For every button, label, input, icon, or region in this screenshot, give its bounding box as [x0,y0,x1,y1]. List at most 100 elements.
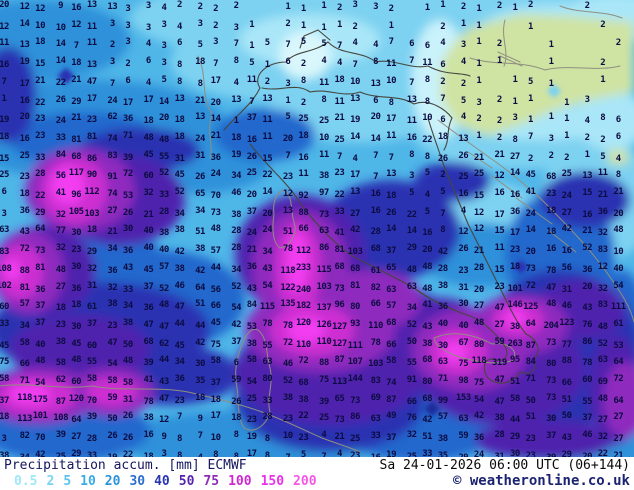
precip-value: 1 [321,1,327,11]
precip-value: 47 [174,302,185,313]
precip-value: 15 [494,264,505,275]
precip-value: 57 [19,299,30,310]
precip-value: 43 [159,377,169,387]
precip-value: 1 [564,130,570,141]
precip-value: 35 [195,376,205,386]
precip-value: 17 [210,411,221,422]
precip-value: 72 [282,337,293,348]
precip-value: 23 [71,245,82,256]
precip-value: 50 [122,339,133,350]
precip-value: 4 [233,77,239,88]
precip-value: 2 [352,21,358,32]
precip-value: 75 [473,378,484,388]
precip-value: 32 [86,263,97,274]
precip-value: 1 [564,114,570,125]
precip-value: 63 [262,357,273,368]
precip-value: 110 [295,339,311,350]
precip-value: 18 [143,116,154,127]
precip-value: 51 [561,394,572,405]
precip-value: 28 [262,412,273,423]
precip-value: 15 [0,153,9,164]
precip-value: 5 [249,58,255,69]
legend-scale: 0.5 2 5 10 20 30 40 50 75 100 150 200 [4,474,317,489]
precip-value: 68 [386,317,397,328]
precip-value: 17 [143,94,154,105]
precip-value: 87 [334,355,345,366]
precip-value: 5 [161,74,167,85]
precip-value: 27 [71,432,82,443]
precip-value: 21 [582,226,593,237]
precip-value: 127 [332,321,347,332]
precip-value: 36 [174,374,185,384]
precip-value: 2 [496,116,502,127]
legend-value: 20 [104,474,121,489]
precip-value: 19 [0,115,9,126]
precip-value: 61 [370,265,381,276]
precip-value: 27 [494,319,505,330]
precip-value: 10 [55,22,66,33]
precip-value: 11 [386,130,397,141]
precip-value: 29 [35,207,46,218]
precip-value: 14 [406,226,417,237]
precip-value: 17 [86,93,97,104]
precip-value: 20 [422,245,433,256]
precip-value: 11 [406,116,417,127]
precip-value: 5 [424,206,430,217]
precip-value: 6 [145,56,151,67]
precip-value: 11 [262,131,273,142]
precip-value: 6 [409,39,415,50]
precip-value: 47 [494,396,505,407]
precip-value: 8 [177,434,182,445]
precip-value: 78 [143,396,154,407]
precip-value: 23 [525,450,536,457]
precip-value: 13 [195,112,205,123]
precip-value: 2 [528,0,533,10]
precip-value: 10 [350,76,360,87]
precip-value: 44 [159,355,169,366]
precip-value: 50 [525,395,536,406]
precip-value: 38 [0,450,9,457]
precip-value: 31 [561,284,572,295]
precip-value: 21 [210,130,221,141]
precip-value: 26 [122,433,133,444]
precip-value: 7 [409,77,415,88]
precipitation-map: 20 12 12 9 16 13 13 3 3 4 2 2 2 2 1 1 1 2 3 3 2 1 1 2 1 2 1 2 2 12 14 1… [0,0,634,457]
precip-value: 14 [386,224,397,235]
precip-value: 80 [546,359,556,370]
precip-value: 34 [174,208,185,219]
precip-value: 1 [548,57,554,68]
precip-value: 3 [476,97,482,108]
precip-value: 18 [71,58,82,69]
precip-value: 30 [122,224,133,235]
precip-value: 12 [473,224,484,235]
valid-datetime: Sa 24-01-2026 06:00 UTC (06+144) [379,458,630,473]
precip-value: 28 [437,263,448,274]
precip-value: 22 [35,191,46,201]
precip-value: 17 [246,448,257,457]
precip-value: 20 [582,451,593,457]
precip-value: 23 [494,281,505,292]
precip-value: 24 [246,228,257,239]
precip-value: 5 [409,188,415,198]
precip-value: 24 [55,116,66,127]
precip-value: 18 [386,191,397,201]
precip-value: 38 [174,225,185,236]
precip-value: 30 [458,299,469,310]
precip-value: 2 [300,59,306,70]
precip-value: 55 [159,151,169,162]
precip-value: 127 [332,338,347,349]
precip-value: 42 [35,449,46,457]
precip-value: 6 [177,38,182,49]
precip-value: 92 [298,191,309,201]
precip-value: 47 [143,319,154,330]
precip-value: 38 [318,171,329,182]
precip-value: 8 [424,74,430,85]
precip-value: 23 [282,172,293,183]
legend-value: 10 [80,474,96,489]
precip-value: 8 [177,60,182,71]
precip-value: 57 [437,412,448,423]
precip-value: 8 [388,97,394,108]
precip-value: 33 [262,395,273,406]
precip-value: 33 [35,152,46,163]
precip-value: 7 [249,96,255,107]
